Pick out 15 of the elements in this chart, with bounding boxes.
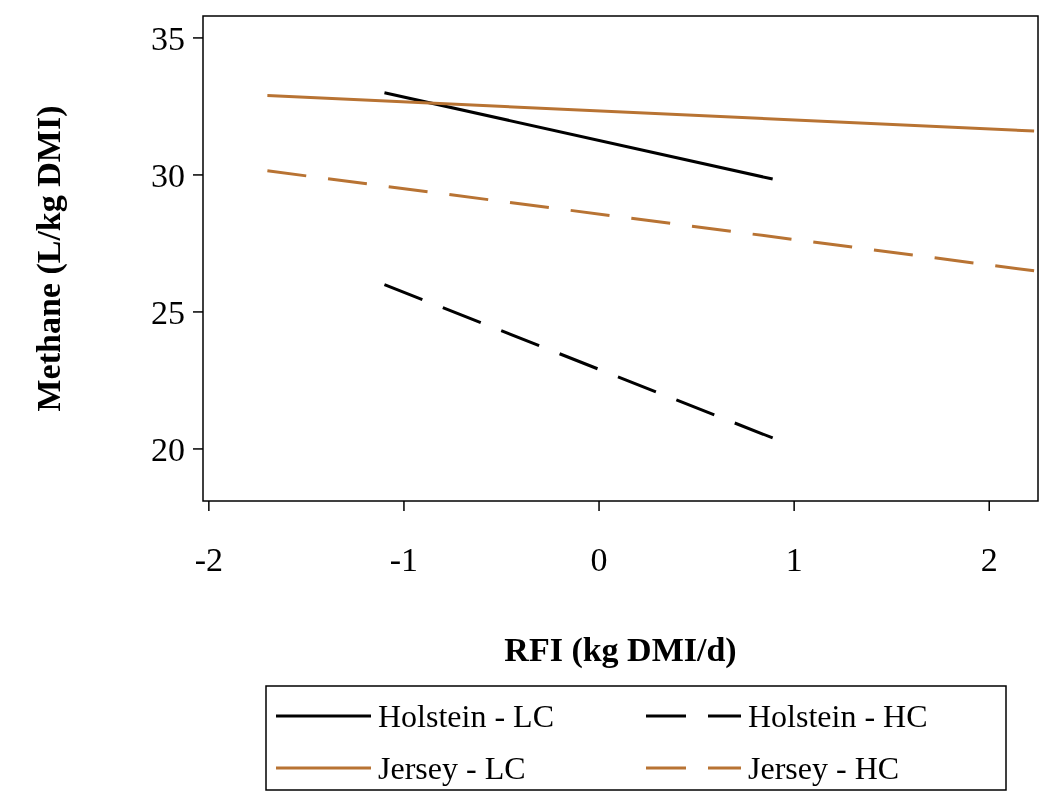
y-tick-label: 35: [151, 19, 185, 57]
legend-label: Jersey - LC: [378, 750, 526, 787]
legend-label: Holstein - HC: [748, 698, 928, 735]
x-axis-title: RFI (kg DMI/d): [504, 631, 737, 669]
legend-label: Jersey - HC: [748, 750, 900, 787]
x-tick-label: 2: [980, 541, 998, 578]
y-tick-label: 25: [151, 293, 185, 331]
y-axis-title: Methane (L/kg DMI): [30, 105, 68, 412]
x-tick-label: 0: [590, 541, 608, 578]
x-tick-label: -2: [194, 541, 224, 578]
y-tick-label: 30: [151, 156, 185, 194]
y-tick-label: 20: [151, 430, 185, 468]
x-tick-label: 1: [785, 541, 803, 578]
legend-label: Holstein - LC: [378, 698, 554, 735]
x-tick-label: -1: [389, 541, 419, 578]
